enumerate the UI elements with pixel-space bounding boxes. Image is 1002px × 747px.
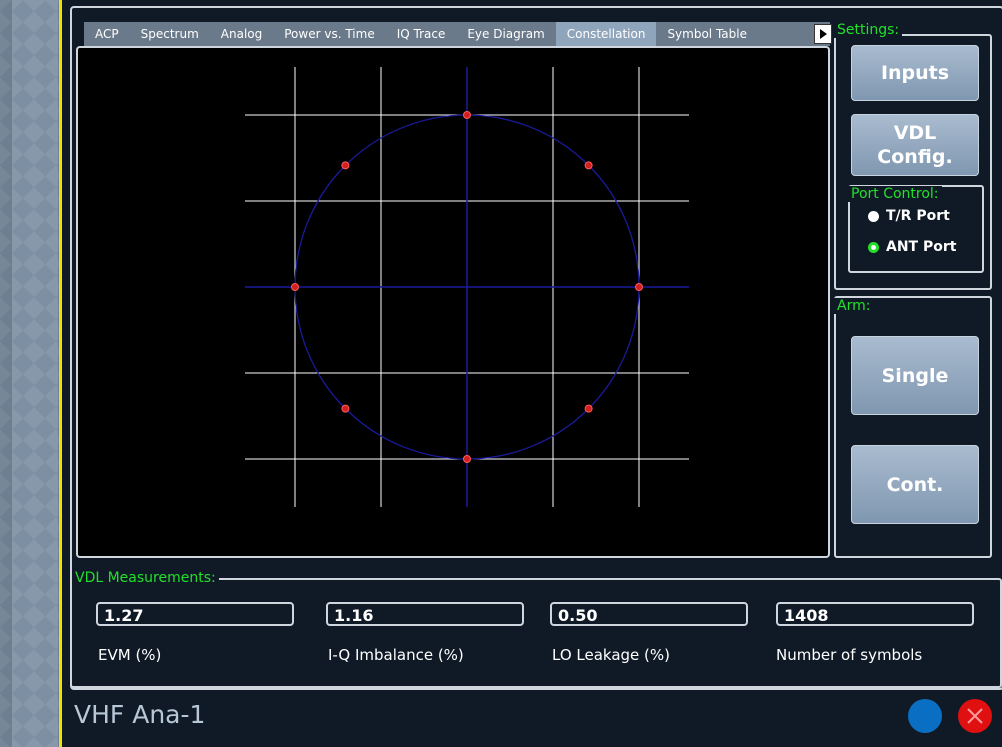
constellation-point	[341, 404, 350, 413]
iq-imbalance-label: I-Q Imbalance (%)	[328, 646, 464, 664]
lo-leakage-label: LO Leakage (%)	[552, 646, 671, 664]
tab-analog[interactable]: Analog	[220, 27, 263, 41]
analyzer-window: ACP Spectrum Analog Power vs. Time IQ Tr…	[62, 0, 1002, 747]
ant-port-label: ANT Port	[886, 239, 957, 255]
constellation-point	[341, 161, 350, 170]
tab-spectrum[interactable]: Spectrum	[140, 27, 199, 41]
cont-button[interactable]: Cont.	[851, 445, 979, 524]
inputs-button[interactable]: Inputs	[851, 45, 979, 101]
settings-group	[834, 34, 992, 290]
status-indicator-button[interactable]	[908, 699, 942, 733]
evm-label: EVM (%)	[98, 646, 162, 664]
tab-iq-trace[interactable]: IQ Trace	[396, 27, 446, 41]
tab-eye-diagram[interactable]: Eye Diagram	[467, 27, 545, 41]
app-title: VHF Ana-1	[74, 700, 206, 729]
radio-selected-icon	[868, 241, 879, 253]
tab-constellation[interactable]: Constellation	[555, 22, 657, 46]
constellation-point	[463, 455, 471, 463]
constellation-svg	[245, 67, 689, 507]
constellation-point	[291, 283, 299, 291]
tab-symbol-table[interactable]: Symbol Table	[667, 27, 747, 41]
vdl-measurements-group	[70, 578, 1002, 688]
constellation-point	[635, 283, 643, 291]
tab-power-vs-time[interactable]: Power vs. Time	[284, 27, 375, 41]
close-icon[interactable]	[958, 699, 992, 733]
constellation-point	[584, 404, 593, 413]
evm-field[interactable]: 1.27	[96, 602, 294, 626]
vdl-config-line1: VDL	[893, 122, 937, 144]
view-tabs: ACP Spectrum Analog Power vs. Time IQ Tr…	[84, 22, 830, 46]
tr-port-radio[interactable]: T/R Port	[868, 208, 950, 224]
selection-indicator-line	[59, 0, 62, 747]
vdl-measurements-label: VDL Measurements:	[72, 570, 219, 586]
single-button[interactable]: Single	[851, 336, 979, 415]
ant-port-radio[interactable]: ANT Port	[868, 239, 956, 255]
tr-port-label: T/R Port	[886, 208, 950, 224]
vdl-config-line2: Config.	[877, 146, 953, 168]
number-of-symbols-label: Number of symbols	[776, 646, 923, 664]
port-control-group: T/R Port ANT Port	[848, 185, 984, 273]
arm-group	[834, 296, 992, 558]
lo-leakage-field[interactable]: 0.50	[550, 602, 748, 626]
tab-acp[interactable]: ACP	[95, 27, 119, 41]
constellation-point	[463, 111, 471, 119]
port-control-label: Port Control:	[848, 186, 942, 202]
settings-label: Settings:	[834, 22, 903, 38]
number-of-symbols-field[interactable]: 1408	[776, 602, 974, 626]
arm-label: Arm:	[834, 298, 874, 314]
vdl-config-button[interactable]: VDL Config.	[851, 114, 979, 176]
radio-unselected-icon	[868, 210, 879, 222]
tab-scroll-right-icon[interactable]	[814, 24, 832, 44]
constellation-point	[584, 161, 593, 170]
left-edge-strip	[0, 0, 62, 747]
constellation-plot	[76, 46, 830, 558]
iq-imbalance-field[interactable]: 1.16	[326, 602, 524, 626]
close-x-glyph	[967, 708, 983, 724]
left-edge-pattern	[12, 0, 58, 747]
